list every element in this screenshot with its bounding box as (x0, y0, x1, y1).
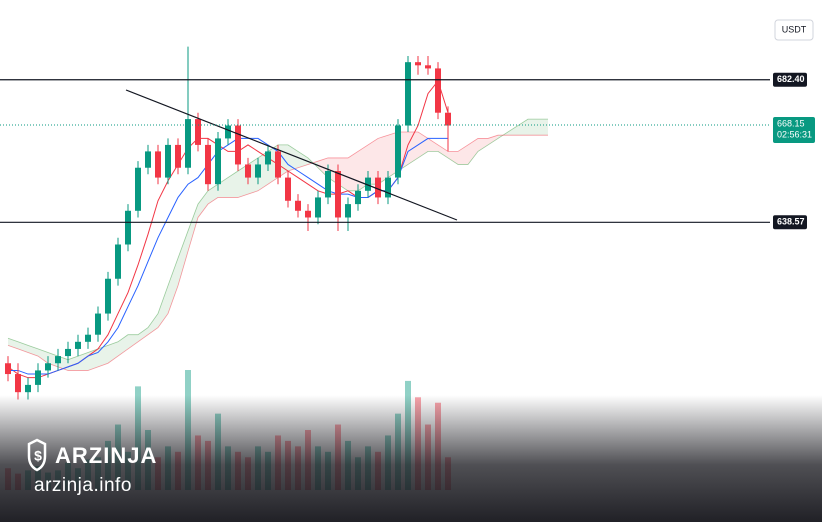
cloud-segment (108, 341, 118, 364)
cloud-segment (538, 119, 548, 136)
candle-body (255, 164, 261, 178)
cloud-segment (428, 138, 438, 152)
candle-body (15, 374, 21, 393)
candle-body (225, 125, 231, 139)
candle-body (235, 125, 241, 165)
candle-body (315, 197, 321, 218)
candle-body (135, 167, 141, 211)
cloud-segment (368, 138, 378, 185)
cloud-segment (98, 345, 108, 367)
candle-body (305, 210, 311, 218)
cloud-segment (378, 135, 388, 185)
cloud-segment (228, 171, 238, 198)
cloud-segment (38, 348, 48, 364)
candle-body (25, 384, 31, 393)
last-price-label: 668.15 (777, 118, 805, 128)
candle-body (425, 65, 431, 69)
site: arzinja.info (34, 475, 132, 496)
candle-body (355, 190, 361, 205)
candle-body (115, 244, 121, 279)
cloud-segment (138, 327, 148, 342)
cloud-segment (68, 356, 78, 371)
level-label: 682.40 (777, 74, 805, 84)
candle-body (265, 151, 271, 165)
currency-box (774, 19, 814, 41)
candle-body (75, 341, 81, 349)
cloud-segment (448, 151, 458, 165)
cloud-segment (508, 125, 518, 136)
footer-shade (0, 395, 822, 522)
candle-body (445, 112, 451, 126)
cloud-segment (168, 258, 178, 314)
candle-body (165, 144, 171, 178)
candle-body (215, 138, 221, 185)
cloud-segment (178, 230, 188, 286)
cloud-segment (518, 119, 528, 136)
candle-body (295, 200, 301, 211)
cloud-segment (438, 144, 448, 158)
cloud-segment (418, 131, 428, 158)
candle-body (375, 177, 381, 198)
candle-body (205, 144, 211, 185)
brand: ARZINJA (55, 443, 157, 468)
candle-body (365, 177, 371, 191)
candle-body (275, 151, 281, 178)
countdown: 02:56:31 (777, 129, 812, 139)
logo-icon (27, 438, 47, 472)
candle-body (125, 210, 131, 245)
candle-body (85, 334, 91, 342)
cloud-segment (478, 138, 488, 152)
candle-body (105, 278, 111, 314)
cloud-segment (348, 151, 358, 191)
candle-body (155, 151, 161, 178)
cloud-segment (468, 138, 478, 165)
cloud-segment (128, 334, 138, 349)
level-box (773, 72, 807, 87)
logo-mark: $ (34, 448, 42, 464)
candle-body (325, 171, 331, 198)
candle-body (55, 356, 61, 364)
candle-body (195, 119, 201, 145)
cloud-segment (188, 204, 198, 252)
candle-body (435, 68, 441, 113)
cloud-segment (78, 352, 88, 371)
candle-body (385, 177, 391, 198)
candle-body (335, 171, 341, 218)
candle-body (5, 363, 11, 375)
candle-body (245, 164, 251, 178)
cloud-segment (158, 285, 168, 328)
candle-body (405, 62, 411, 126)
candle-body (95, 313, 101, 335)
candle-body (345, 204, 351, 218)
currency-label: USDT (782, 24, 807, 34)
candle-body (65, 348, 71, 357)
candle-body (145, 151, 151, 168)
level-label: 638.57 (777, 217, 805, 227)
cloud-segment (528, 119, 538, 136)
cloud-segment (198, 190, 208, 218)
candle-body (185, 119, 191, 168)
cloud-segment (148, 313, 158, 335)
candle-body (285, 177, 291, 201)
candle-body (415, 62, 421, 66)
candle-body (175, 144, 181, 168)
candle-body (35, 370, 41, 385)
candle-body (395, 125, 401, 178)
candle-body (45, 363, 51, 371)
last-price-box (773, 117, 815, 144)
cloud-segment (288, 144, 298, 172)
trend-line (125, 89, 458, 221)
level-box (773, 215, 807, 230)
